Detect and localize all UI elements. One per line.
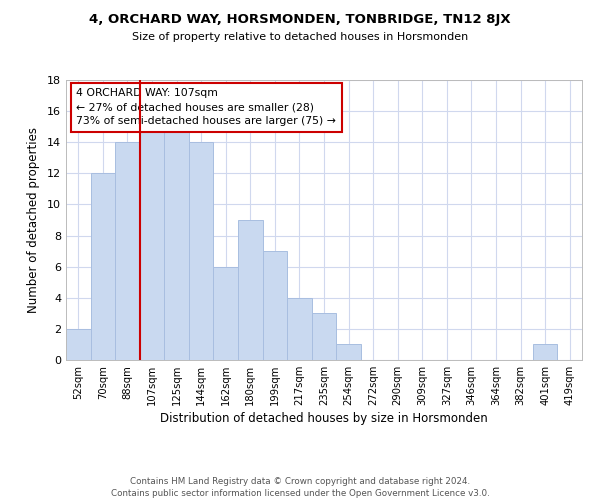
Bar [263,251,287,360]
Text: 4, ORCHARD WAY, HORSMONDEN, TONBRIDGE, TN12 8JX: 4, ORCHARD WAY, HORSMONDEN, TONBRIDGE, T… [89,12,511,26]
Bar [533,344,557,360]
Text: Contains public sector information licensed under the Open Government Licence v3: Contains public sector information licen… [110,489,490,498]
Bar [214,266,238,360]
Bar [140,126,164,360]
X-axis label: Distribution of detached houses by size in Horsmonden: Distribution of detached houses by size … [160,412,488,425]
Bar [287,298,312,360]
Bar [238,220,263,360]
Y-axis label: Number of detached properties: Number of detached properties [27,127,40,313]
Bar [91,174,115,360]
Text: 4 ORCHARD WAY: 107sqm
← 27% of detached houses are smaller (28)
73% of semi-deta: 4 ORCHARD WAY: 107sqm ← 27% of detached … [76,88,336,126]
Bar [66,329,91,360]
Text: Contains HM Land Registry data © Crown copyright and database right 2024.: Contains HM Land Registry data © Crown c… [130,478,470,486]
Bar [164,126,189,360]
Bar [312,314,336,360]
Bar [115,142,140,360]
Bar [189,142,214,360]
Text: Size of property relative to detached houses in Horsmonden: Size of property relative to detached ho… [132,32,468,42]
Bar [336,344,361,360]
